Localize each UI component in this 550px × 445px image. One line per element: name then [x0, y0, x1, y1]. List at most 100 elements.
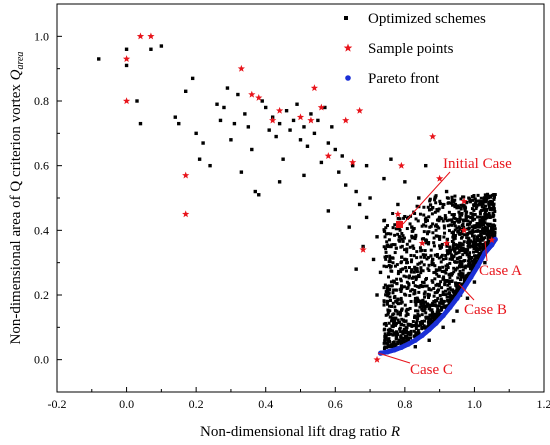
optimized-point	[383, 345, 387, 349]
optimized-point	[430, 260, 434, 264]
optimized-point	[472, 262, 476, 266]
optimized-point	[400, 308, 404, 312]
optimized-point	[475, 205, 479, 209]
x-tick-label: 0.6	[328, 397, 343, 411]
optimized-point	[456, 286, 460, 290]
optimized-point	[441, 301, 445, 305]
optimized-point	[410, 288, 414, 292]
optimized-point	[493, 227, 497, 231]
optimized-point	[398, 217, 402, 221]
optimized-point	[457, 245, 461, 249]
optimized-point	[400, 244, 404, 248]
optimized-point	[469, 244, 473, 248]
optimized-point	[454, 243, 458, 247]
optimized-point	[430, 279, 434, 283]
optimized-point	[454, 202, 458, 206]
optimized-point	[465, 227, 469, 231]
optimized-point	[382, 299, 386, 303]
optimized-point	[433, 316, 437, 320]
pareto-point	[447, 304, 453, 310]
optimized-point	[400, 237, 404, 241]
optimized-point	[484, 228, 488, 232]
annotation-case-a: Case A	[479, 263, 522, 279]
optimized-point	[405, 242, 409, 246]
optimized-point	[395, 330, 399, 334]
optimized-point	[489, 225, 493, 229]
optimized-point	[437, 282, 441, 286]
optimized-point	[461, 203, 465, 207]
optimized-point	[441, 325, 445, 330]
optimized-point	[460, 242, 464, 246]
optimized-point	[449, 297, 453, 301]
optimized-point	[418, 284, 422, 288]
optimized-point	[480, 205, 484, 209]
optimized-point	[396, 298, 400, 302]
optimized-point	[398, 228, 402, 232]
optimized-point	[387, 345, 391, 349]
optimized-point	[404, 309, 408, 313]
optimized-point	[481, 230, 485, 234]
sample-point	[276, 106, 284, 114]
optimized-point	[404, 269, 408, 273]
optimized-point	[439, 280, 443, 284]
optimized-point	[433, 270, 437, 274]
optimized-point	[469, 215, 473, 220]
optimized-point	[389, 244, 393, 249]
optimized-point	[466, 219, 470, 223]
optimized-point	[427, 268, 431, 272]
optimized-point	[427, 338, 431, 342]
optimized-point	[479, 232, 483, 236]
optimized-point	[462, 259, 466, 263]
optimized-point	[461, 272, 465, 276]
optimized-point	[435, 310, 439, 314]
optimized-point	[487, 206, 491, 210]
optimized-point	[472, 265, 476, 269]
optimized-point	[421, 298, 425, 302]
sample-point	[248, 90, 256, 98]
optimized-point	[404, 339, 408, 343]
optimized-point	[484, 241, 488, 245]
optimized-point	[424, 325, 428, 329]
optimized-point	[411, 320, 415, 324]
annotation-case-c: Case C	[410, 362, 453, 378]
optimized-point	[447, 273, 451, 277]
optimized-point	[457, 210, 461, 214]
optimized-point	[388, 265, 392, 269]
optimized-point	[473, 197, 477, 201]
optimized-point	[478, 240, 482, 244]
optimized-point	[459, 246, 463, 250]
optimized-point	[222, 105, 226, 110]
optimized-point	[436, 289, 440, 293]
optimized-point	[423, 295, 427, 299]
optimized-point	[446, 201, 450, 205]
optimized-point	[433, 196, 437, 200]
optimized-point	[408, 333, 412, 337]
optimized-point	[456, 285, 460, 289]
optimized-point	[489, 229, 493, 233]
optimized-point	[394, 321, 398, 325]
optimized-point	[432, 294, 436, 298]
optimized-point	[453, 228, 457, 232]
optimized-point	[467, 254, 471, 258]
optimized-point	[433, 198, 437, 202]
optimized-point	[386, 328, 390, 332]
optimized-point	[444, 264, 448, 268]
x-tick-label: 0.2	[189, 397, 204, 411]
optimized-point	[215, 102, 219, 106]
optimized-point	[478, 245, 482, 249]
optimized-point	[402, 236, 406, 240]
optimized-point	[421, 269, 425, 273]
optimized-point	[460, 211, 464, 215]
x-tick-label: 0.8	[397, 397, 412, 411]
optimized-point	[452, 241, 456, 245]
optimized-point	[197, 157, 202, 161]
sample-point	[460, 226, 468, 234]
y-tick-label: 0.0	[34, 353, 49, 367]
optimized-point	[484, 245, 488, 249]
optimized-point	[473, 225, 477, 229]
optimized-point	[415, 270, 419, 274]
optimized-point	[406, 285, 410, 289]
optimized-point	[474, 207, 478, 211]
optimized-point	[444, 216, 448, 220]
optimized-point	[274, 134, 278, 139]
